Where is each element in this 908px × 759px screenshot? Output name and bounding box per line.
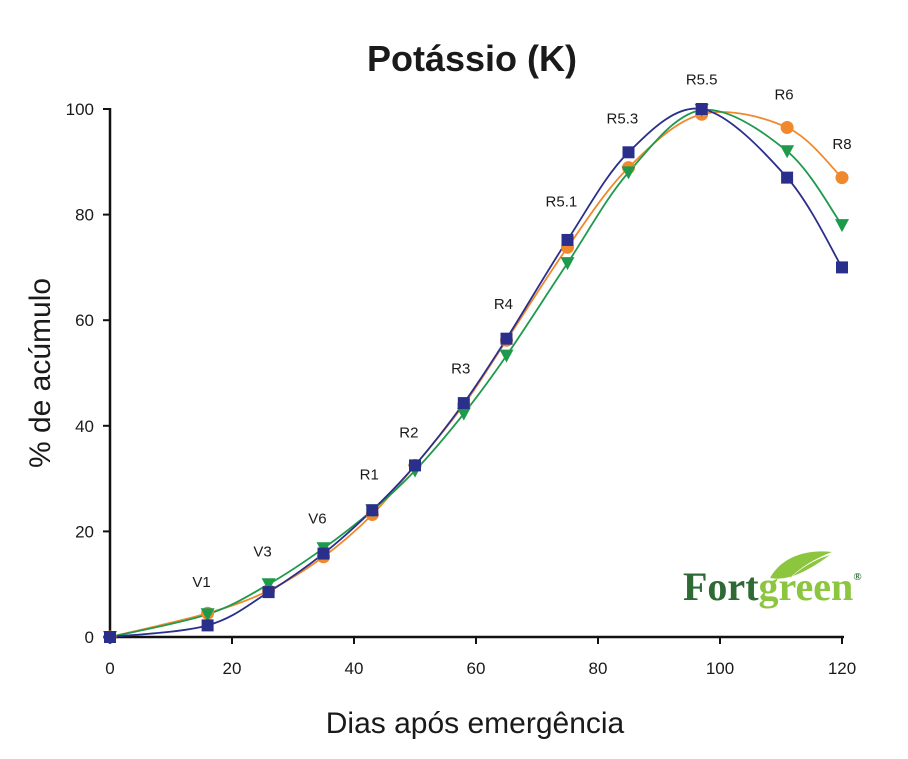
logo-text-fort: Fort (683, 564, 759, 609)
y-tick-label: 40 (75, 417, 94, 436)
data-point-square (366, 504, 379, 517)
x-tick-label: 60 (467, 659, 486, 678)
stage-label-r6: R6 (774, 86, 793, 103)
stage-label-r5-5: R5.5 (686, 72, 718, 89)
data-point-square (409, 459, 421, 472)
x-tick-label: 20 (223, 659, 242, 678)
data-point-triangle (200, 608, 215, 622)
x-tick-label: 40 (345, 659, 364, 678)
y-tick-label: 80 (75, 206, 94, 225)
data-point-square (500, 332, 513, 345)
series-markers (103, 103, 849, 644)
data-point-square (695, 103, 708, 115)
stage-label-r5-1: R5.1 (546, 194, 578, 211)
data-point-square (781, 171, 794, 184)
x-tick-labels: 0 20 40 60 80 100 120 (105, 659, 856, 678)
stage-label-v1: V1 (192, 574, 210, 591)
data-point-triangle (835, 219, 849, 233)
x-tick-label: 0 (105, 659, 114, 678)
data-point-square (836, 261, 848, 274)
data-point-square (457, 397, 470, 410)
data-point-triangle (499, 349, 514, 363)
data-point-square (317, 547, 330, 560)
y-axis-label: % de acúmulo (24, 278, 57, 468)
series-line-square (109, 107, 843, 638)
y-tick-label: 100 (66, 100, 94, 119)
stage-label-r1: R1 (360, 467, 379, 484)
data-point-triangle (780, 145, 795, 159)
data-point-square (622, 146, 635, 159)
data-point-square (561, 233, 574, 246)
series-lines (109, 107, 843, 638)
data-point-triangle (456, 407, 471, 421)
y-tick-label: 20 (75, 522, 94, 541)
data-point-triangle (621, 166, 636, 180)
data-point-circle (835, 171, 849, 185)
data-point-square (262, 586, 275, 599)
stage-label-r4: R4 (494, 296, 513, 313)
axes (103, 108, 844, 644)
x-axis-label: Dias após emergência (326, 707, 625, 740)
fortgreen-logo: Fortgreen® (683, 551, 862, 609)
x-tick-label: 120 (828, 659, 856, 678)
stage-label-r2: R2 (399, 424, 418, 441)
svg-text:Fortgreen®: Fortgreen® (683, 564, 862, 609)
data-point-circle (780, 120, 794, 134)
stage-label-v3: V3 (253, 544, 271, 561)
data-point-square (201, 619, 214, 632)
stage-label-v6: V6 (308, 510, 326, 527)
series-line-circle (109, 111, 843, 638)
logo-trademark: ® (853, 571, 861, 583)
y-tick-labels: 0 20 40 60 80 100 (66, 100, 94, 647)
logo-text-green: green (759, 564, 854, 609)
chart-title: Potássio (K) (367, 38, 577, 79)
y-tick-label: 60 (75, 311, 94, 330)
stage-labels: V1 V3 V6 R1 R2 R3 R4 R5.1 R5.3 R5.5 R6 R8 (192, 72, 851, 591)
data-point-square (104, 631, 116, 643)
x-tick-label: 100 (706, 659, 734, 678)
x-tick-label: 80 (589, 659, 608, 678)
series-line-triangle-down (109, 108, 843, 638)
data-point-triangle (560, 257, 575, 271)
data-point-triangle (261, 578, 276, 592)
y-tick-label: 0 (85, 628, 94, 647)
leaf-icon (770, 551, 832, 580)
stage-label-r3: R3 (451, 361, 470, 378)
stage-label-r8: R8 (832, 136, 851, 153)
stage-label-r5-3: R5.3 (607, 110, 639, 127)
